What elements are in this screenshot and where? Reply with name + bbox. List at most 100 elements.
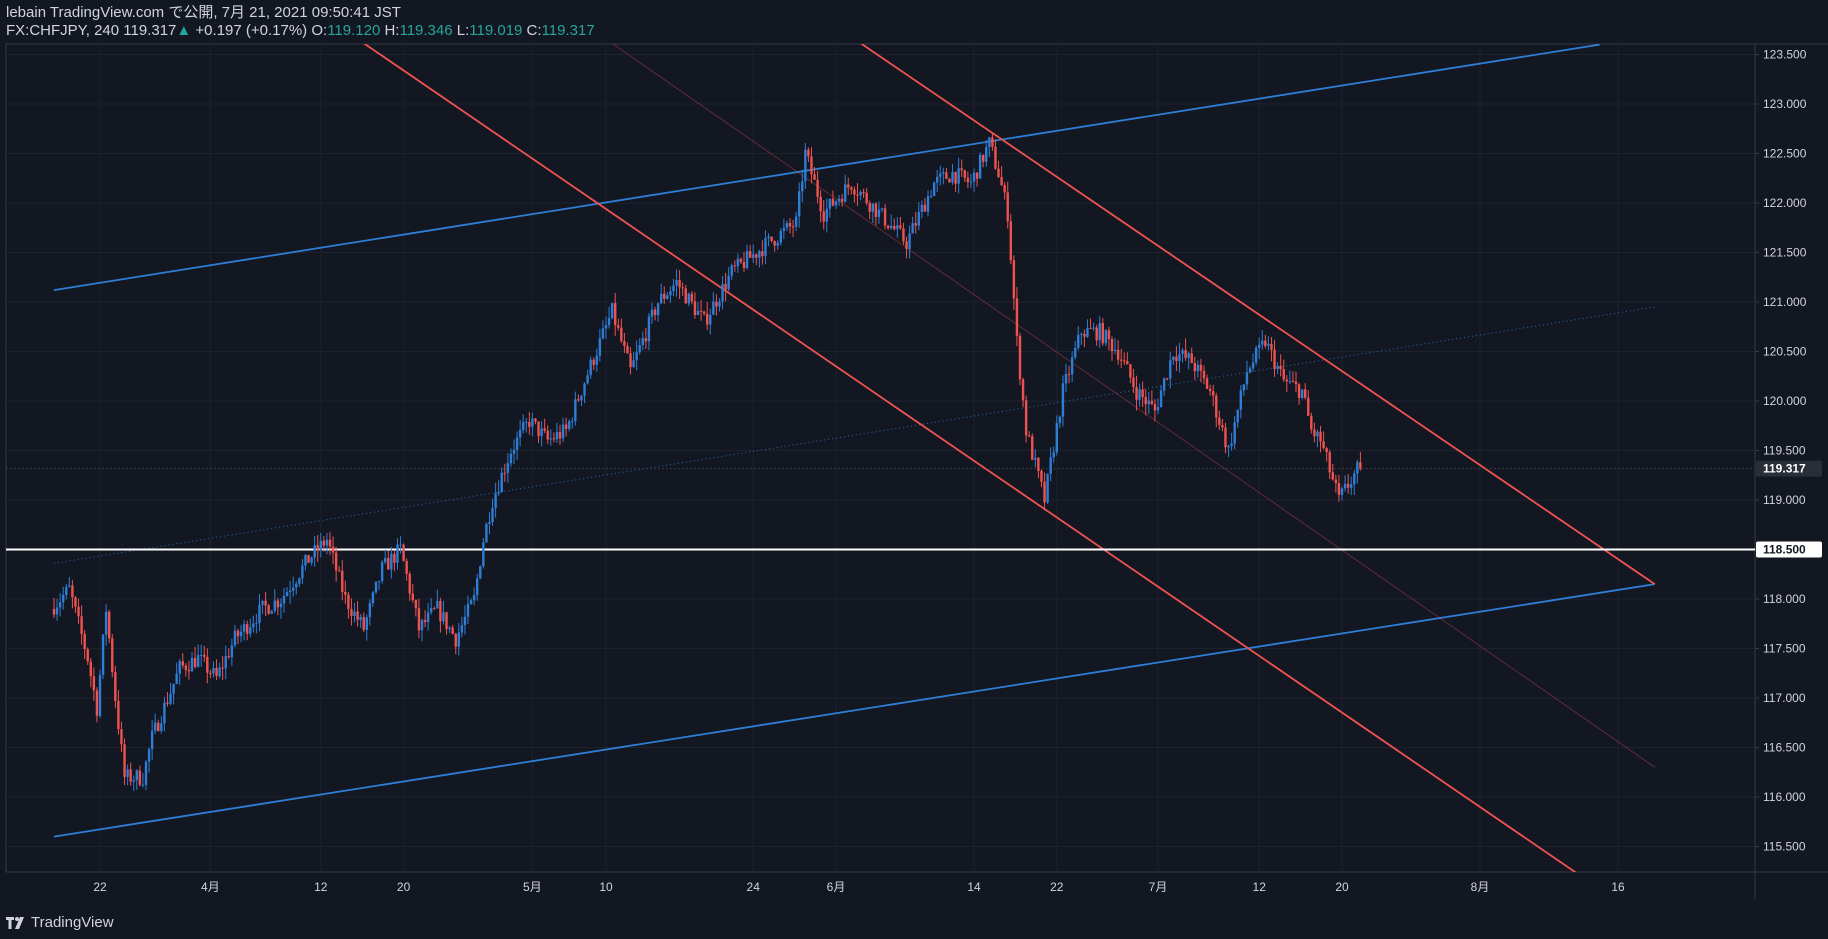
candle-body	[230, 645, 234, 658]
candle-body	[1343, 483, 1347, 489]
price-axis[interactable]: 115.500 116.000 116.500 117.000 117.500 118.0…	[1755, 48, 1822, 854]
red-line-upper[interactable]	[845, 33, 1656, 585]
candle-body	[1101, 323, 1104, 344]
candle-body	[338, 570, 341, 572]
candle-body	[1282, 369, 1285, 380]
candle-body	[1070, 357, 1074, 375]
candle-body	[1175, 356, 1178, 361]
candle-body	[687, 293, 690, 304]
candle-body	[319, 540, 322, 551]
candle-body	[466, 603, 470, 617]
candle-body	[767, 236, 770, 239]
candle-body	[1113, 349, 1117, 351]
candle-body	[877, 209, 881, 217]
candle-body	[1135, 387, 1138, 400]
candle-body	[273, 600, 276, 611]
candle-body	[620, 327, 623, 341]
candle-body	[586, 375, 589, 384]
candle-body	[834, 201, 838, 206]
candle-body	[181, 661, 184, 666]
candle-body	[242, 624, 246, 632]
candle-body	[426, 612, 430, 623]
candle-body	[929, 195, 933, 197]
red-channel-mid[interactable]	[597, 33, 1656, 768]
candle-body	[377, 581, 381, 583]
candle-body	[135, 770, 138, 781]
price-tick-label: 117.000	[1763, 691, 1806, 705]
candle-body	[1294, 381, 1298, 385]
candle-body	[1202, 370, 1206, 379]
candle-body	[1067, 373, 1071, 375]
red-line-lower[interactable]	[348, 33, 1581, 876]
candle-body	[111, 638, 114, 673]
candle-body	[1049, 457, 1052, 474]
open-label: O:	[311, 22, 328, 39]
candle-body	[917, 211, 920, 226]
candle-body	[276, 600, 280, 608]
candle-body	[592, 359, 595, 365]
candle-body	[175, 673, 178, 684]
candle-body	[295, 583, 298, 588]
candle-body	[669, 291, 672, 296]
symbol-interval[interactable]: FX:CHFJPY, 240	[6, 22, 120, 39]
candle-body	[1340, 488, 1344, 495]
candle-body	[209, 672, 212, 674]
candle-body	[932, 182, 936, 196]
candle-body	[120, 729, 123, 745]
candle-body	[1233, 422, 1236, 444]
candle-body	[810, 156, 813, 175]
candle-body	[206, 656, 209, 673]
candle-body	[1009, 221, 1012, 261]
horizontal-level[interactable]	[6, 468, 1755, 551]
candle-body	[1169, 360, 1172, 379]
candle-body	[819, 196, 822, 212]
candle-body	[1193, 362, 1196, 372]
time-tick-label: 12	[314, 880, 328, 894]
candle-body	[764, 238, 767, 257]
candle-body	[1089, 328, 1092, 330]
candle-body	[614, 303, 617, 326]
candle-body	[1107, 330, 1111, 340]
candle-body	[525, 421, 528, 423]
candle-body	[969, 181, 973, 183]
candle-body	[844, 184, 847, 202]
candle-body	[227, 656, 230, 658]
time-tick-label: 22	[93, 880, 107, 894]
candle-body	[727, 275, 730, 290]
candle-body	[399, 544, 402, 546]
blue-channel-lower[interactable]	[53, 583, 1655, 838]
candle-body	[331, 546, 335, 553]
candle-body	[1126, 360, 1129, 365]
candle-body	[874, 203, 878, 217]
level-price-badge-bg	[1756, 541, 1822, 558]
candle-body	[1285, 379, 1288, 382]
candle-body	[994, 146, 997, 169]
candle-body	[617, 325, 620, 328]
candle-body	[233, 630, 237, 646]
candle-body	[52, 608, 56, 615]
candle-body	[972, 172, 976, 182]
candle-body	[546, 430, 549, 440]
footer-branding[interactable]: TradingView	[6, 914, 114, 931]
blue-channel-upper[interactable]	[53, 44, 1600, 292]
candle-body	[1150, 400, 1154, 405]
time-tick-label: 5月	[523, 880, 542, 894]
candle-body	[1064, 373, 1068, 384]
candle-body	[607, 318, 611, 326]
candle-body	[402, 544, 405, 561]
candle-body	[344, 591, 347, 595]
close-label: C:	[526, 22, 542, 39]
time-tick-label: 20	[397, 880, 411, 894]
candle-body	[1353, 473, 1356, 485]
candle-body	[604, 325, 608, 329]
blue-channel-mid[interactable]	[53, 306, 1655, 564]
time-tick-label: 16	[1611, 880, 1625, 894]
candle-body	[629, 353, 632, 368]
candle-body	[1199, 364, 1203, 371]
candle-body	[537, 421, 540, 437]
candle-body	[246, 624, 249, 634]
time-axis[interactable]: 22 4月 12 20 5月 10 24 6月 14 22 7月 12 20 8月 16	[93, 880, 1625, 894]
candle-body	[123, 744, 126, 777]
candle-body	[850, 187, 853, 190]
